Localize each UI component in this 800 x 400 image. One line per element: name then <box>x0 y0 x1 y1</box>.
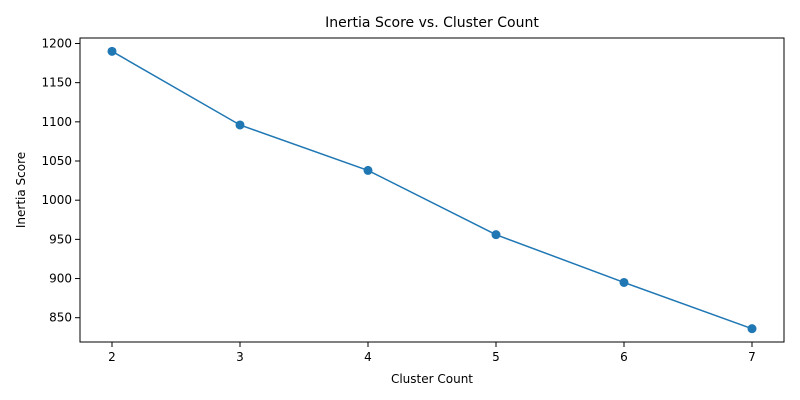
y-tick-label: 1150 <box>41 76 72 90</box>
data-point <box>107 46 117 56</box>
data-point <box>747 324 757 334</box>
chart-title: Inertia Score vs. Cluster Count <box>325 15 539 31</box>
y-axis: 850 900 950 1000 1050 1100 1150 1200 <box>41 36 80 325</box>
y-tick-label: 950 <box>49 232 72 246</box>
plot-area <box>79 37 785 343</box>
y-tick-label: 900 <box>49 272 72 286</box>
y-axis-label: Inertia Score <box>14 152 28 228</box>
x-axis: 2 3 4 5 6 7 <box>108 342 756 364</box>
x-axis-label: Cluster Count <box>391 372 473 386</box>
x-tick-label: 3 <box>236 350 244 364</box>
x-tick-label: 2 <box>108 350 116 364</box>
series-group <box>107 46 757 334</box>
data-point <box>491 230 501 240</box>
plot-frame <box>79 37 785 343</box>
data-point <box>235 120 245 130</box>
x-tick-label: 7 <box>748 350 756 364</box>
x-tick-label: 4 <box>364 350 372 364</box>
y-tick-label: 1100 <box>41 115 72 129</box>
y-tick-label: 850 <box>49 311 72 325</box>
series-line <box>111 50 753 330</box>
y-tick-label: 1050 <box>41 154 72 168</box>
x-tick-label: 5 <box>492 350 500 364</box>
y-tick-label: 1200 <box>41 36 72 50</box>
data-point <box>363 165 373 175</box>
data-point <box>619 277 629 287</box>
x-tick-label: 6 <box>620 350 628 364</box>
y-tick-label: 1000 <box>41 193 72 207</box>
